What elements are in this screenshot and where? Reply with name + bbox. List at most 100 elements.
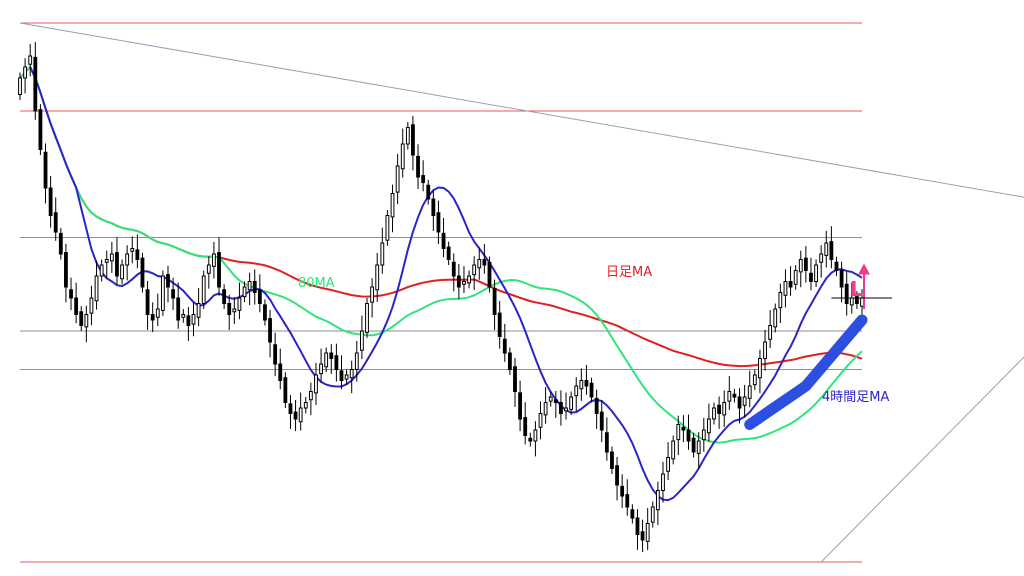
candle (472, 256, 477, 291)
candle-body (645, 523, 650, 542)
candle-body (538, 413, 543, 428)
candle (707, 403, 711, 442)
ma-80-label: 80MA (298, 276, 335, 291)
candle-body (722, 402, 727, 416)
entry-arrow-head (858, 263, 870, 275)
candle (839, 261, 844, 303)
candle (227, 294, 232, 330)
candle-body (99, 264, 104, 277)
candle-body (594, 397, 599, 414)
candle-body (74, 297, 79, 315)
candle-body (319, 363, 323, 375)
candle (834, 256, 839, 276)
candle-body (691, 437, 696, 453)
candle-body (109, 253, 114, 262)
candle-body (288, 403, 293, 414)
candle-body (242, 286, 247, 298)
candle (676, 415, 681, 456)
candle (451, 253, 456, 292)
moving-averages (19, 65, 863, 502)
candle-body (528, 437, 533, 442)
candle (681, 415, 686, 443)
candle (84, 305, 89, 343)
candle-body (421, 175, 426, 183)
candle (819, 245, 824, 278)
ma-4h-highlight (744, 314, 868, 430)
candle-body (69, 289, 73, 299)
candle-body (125, 253, 130, 266)
candle (502, 323, 507, 362)
candle-body (232, 308, 237, 313)
candle (778, 283, 783, 324)
candle (181, 309, 186, 323)
candle (615, 456, 619, 501)
candle-body (380, 242, 385, 266)
candle-body (436, 212, 441, 233)
candle (354, 340, 359, 382)
candle-body (303, 402, 308, 409)
candle-body (543, 402, 548, 416)
candle-body (28, 55, 33, 65)
candle (727, 376, 732, 410)
candle (120, 259, 124, 285)
candle-body (273, 344, 278, 365)
candle-body (696, 440, 701, 454)
candle-body (155, 308, 160, 318)
candle (640, 519, 645, 553)
candle-body (104, 259, 109, 263)
candle-body (58, 232, 63, 255)
candle (671, 435, 676, 465)
candle (829, 226, 834, 269)
candle (528, 432, 533, 447)
candle-body (411, 124, 415, 156)
candle-body (589, 382, 594, 398)
candle (701, 417, 706, 452)
candle (773, 303, 778, 333)
candle (793, 265, 798, 290)
candle-body (298, 407, 303, 423)
candle-body (135, 249, 140, 260)
candle-body (615, 465, 619, 486)
candle (431, 190, 436, 231)
candle-body (492, 287, 497, 315)
candle (33, 41, 38, 120)
candle (109, 241, 114, 273)
candle (370, 278, 375, 318)
candle (242, 281, 247, 303)
candle (104, 250, 109, 278)
candle-body (212, 253, 216, 267)
candle-body (742, 396, 747, 406)
candle-body (237, 297, 242, 311)
candle-body (38, 109, 43, 150)
candle-body (227, 303, 232, 315)
candle-body (334, 355, 339, 370)
candle (650, 501, 655, 528)
candle (176, 282, 181, 329)
candle-body (400, 143, 405, 170)
candle-body (477, 259, 482, 269)
candle (74, 282, 79, 324)
candle-body (712, 407, 716, 420)
candle-body (793, 270, 798, 285)
candle-body (43, 151, 48, 189)
candle (533, 421, 538, 457)
candle (314, 362, 318, 405)
candle (467, 270, 471, 289)
candle (456, 263, 461, 300)
candle (686, 414, 691, 450)
candle-body (89, 297, 94, 314)
candle (206, 256, 211, 289)
ma-4h-label: 4時間足MA (822, 390, 889, 405)
candle-body (375, 264, 380, 291)
candle-body (283, 377, 288, 403)
candle (329, 344, 334, 374)
candle (140, 252, 145, 293)
candle (166, 265, 170, 303)
candle (783, 269, 788, 308)
candle (278, 348, 283, 390)
candle (191, 302, 196, 337)
candle (737, 388, 742, 424)
candle (732, 388, 737, 403)
candle (298, 392, 303, 431)
candle (365, 298, 369, 338)
